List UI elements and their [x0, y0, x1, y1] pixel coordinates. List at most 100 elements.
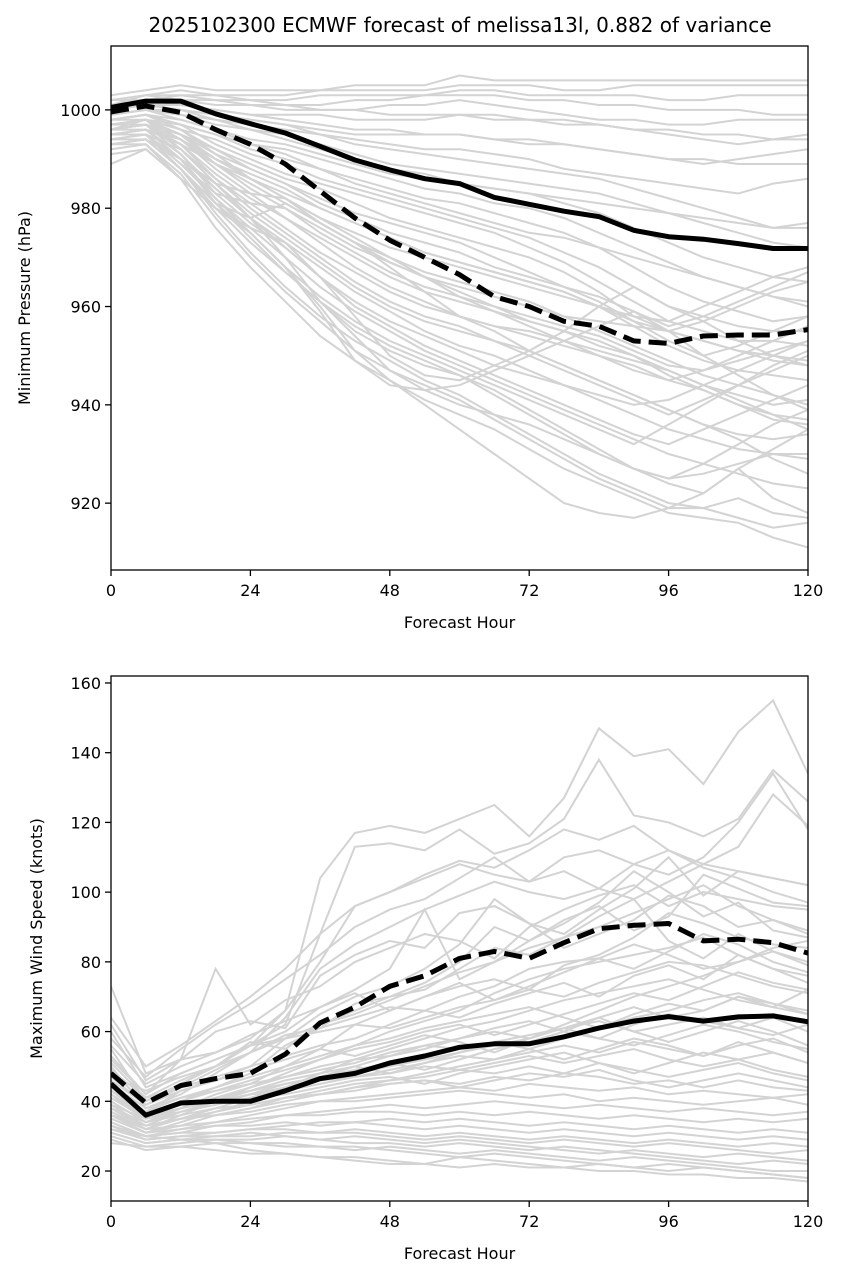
wind-ensemble-member-15	[111, 978, 808, 1134]
wind-ensemble-member-31	[111, 1135, 808, 1162]
wind-y-tick-label: 100	[70, 883, 101, 902]
pressure-ensemble-member-20	[111, 118, 808, 323]
pressure-ensemble-member-18	[111, 113, 808, 328]
pressure-ensemble-member-15	[111, 113, 808, 347]
pressure-ensemble-member-21	[111, 123, 808, 406]
wind-axes-frame	[110, 675, 809, 1202]
wind-ensemble-member-28	[111, 1117, 808, 1141]
pressure-x-tick-label: 72	[519, 581, 539, 600]
pressure-y-tick-label: 940	[70, 396, 101, 415]
wind-ensemble-member-41	[111, 1013, 808, 1124]
wind-ensemble-member-19	[111, 1037, 808, 1131]
wind-ensemble-member-40	[111, 995, 808, 1120]
pressure-ensemble-member-14	[111, 118, 808, 333]
pressure-y-axis-label: Minimum Pressure (hPa)	[15, 211, 34, 405]
wind-ensemble-member-50	[111, 992, 808, 1127]
pressure-ensemble-member-19	[111, 128, 808, 382]
pressure-dashed-line	[111, 103, 808, 346]
wind-ensemble-member-13	[111, 936, 808, 1131]
pressure-ensemble-member-23	[111, 118, 808, 372]
pressure-ensemble-member-46	[111, 123, 808, 367]
pressure-main-lines	[111, 98, 808, 346]
wind-x-axis-label: Forecast Hour	[404, 1244, 516, 1263]
pressure-ensemble-member-16	[111, 118, 808, 333]
pressure-ensemble-member-43	[111, 138, 808, 519]
pressure-ensemble-member-5	[111, 99, 808, 126]
pressure-solid-line	[111, 98, 808, 251]
wind-y-axis-label: Maximum Wind Speed (knots)	[27, 818, 46, 1059]
pressure-x-ticks: 0 24 48 72 96 120	[106, 570, 823, 600]
wind-ensemble-member-17	[111, 1016, 808, 1127]
wind-x-tick-label: 72	[519, 1212, 539, 1231]
pressure-ensemble-member-35	[111, 138, 808, 480]
wind-ensemble-member-14	[111, 960, 808, 1096]
pressure-x-tick-label: 120	[793, 581, 824, 600]
wind-ensemble-member-45	[111, 884, 808, 1100]
pressure-ensemble-member-25	[111, 128, 808, 382]
wind-ensemble-members	[111, 698, 808, 1183]
pressure-ensemble-member-10	[111, 108, 808, 249]
wind-ensemble-member-6	[111, 884, 808, 1096]
wind-x-tick-label: 96	[658, 1212, 678, 1231]
pressure-ensemble-member-26	[111, 123, 808, 406]
pressure-ensemble-member-50	[111, 94, 808, 141]
wind-ensemble-member-37	[111, 953, 808, 1099]
pressure-x-tick-label: 96	[658, 581, 678, 600]
wind-x-tick-label: 120	[793, 1212, 824, 1231]
pressure-x-axis-label: Forecast Hour	[404, 613, 516, 632]
pressure-ensemble-member-44	[111, 133, 808, 431]
pressure-ensemble-member-45	[111, 148, 808, 411]
pressure-ensemble-member-47	[111, 113, 808, 303]
pressure-y-tick-label: 1000	[60, 101, 101, 120]
pressure-ensemble-member-3	[111, 89, 808, 106]
wind-dashed-line	[111, 921, 808, 1106]
wind-x-tick-label: 24	[240, 1212, 260, 1231]
wind-ensemble-member-47	[111, 849, 808, 1079]
wind-ensemble-member-25	[111, 1100, 808, 1138]
pressure-ensemble-member-41	[111, 148, 808, 382]
wind-x-ticks: 0 24 48 72 96 120	[106, 1201, 823, 1231]
wind-ensemble-member-39	[111, 971, 808, 1117]
pressure-ensemble-member-38	[111, 143, 808, 519]
wind-ensemble-member-10	[111, 897, 808, 1103]
wind-ensemble-member-30	[111, 1121, 808, 1155]
pressure-ensemble-member-42	[111, 118, 808, 480]
pressure-ensemble-member-37	[111, 138, 808, 529]
pressure-ensemble-member-31	[111, 138, 808, 446]
wind-y-tick-label: 20	[81, 1162, 101, 1181]
wind-ensemble-member-1	[111, 698, 808, 1075]
wind-ensemble-member-16	[111, 995, 808, 1113]
pressure-ensemble-member-30	[111, 123, 808, 406]
wind-ensemble-member-38	[111, 932, 808, 1086]
wind-x-tick-label: 0	[106, 1212, 116, 1231]
pressure-ensemble-member-4	[111, 94, 808, 116]
wind-y-tick-label: 60	[81, 1023, 101, 1042]
pressure-ensemble-member-28	[111, 123, 808, 416]
pressure-ensemble-member-33	[111, 133, 808, 446]
wind-ensemble-member-29	[111, 1128, 808, 1148]
wind-ensemble-member-46	[111, 1068, 808, 1131]
wind-y-ticks: 20 40 60 80 100 120 140 160	[70, 674, 111, 1181]
pressure-y-tick-label: 960	[70, 298, 101, 317]
wind-x-tick-label: 48	[380, 1212, 400, 1231]
pressure-y-tick-label: 920	[70, 494, 101, 513]
wind-ensemble-member-32	[111, 1124, 808, 1166]
wind-ensemble-member-22	[111, 1072, 808, 1124]
pressure-x-tick-label: 24	[240, 581, 260, 600]
wind-ensemble-member-4	[111, 792, 808, 1110]
wind-y-tick-label: 160	[70, 674, 101, 693]
pressure-ensemble-member-17	[111, 123, 808, 357]
pressure-ensemble-member-40	[111, 143, 808, 549]
pressure-axes-frame	[110, 45, 809, 571]
wind-ensemble-member-26	[111, 1110, 808, 1131]
wind-y-tick-label: 120	[70, 813, 101, 832]
pressure-ensemble-member-24	[111, 118, 808, 421]
wind-ensemble-member-33	[111, 1138, 808, 1172]
pressure-panel: 0 24 48 72 96 120 920 940 960 980 1000 Forecast H…	[15, 45, 823, 632]
wind-ensemble-member-24	[111, 1089, 808, 1127]
pressure-ensemble-member-13	[111, 118, 808, 323]
pressure-y-tick-label: 980	[70, 199, 101, 218]
wind-ensemble-member-48	[111, 824, 808, 1068]
pressure-ensemble-members	[111, 74, 808, 549]
